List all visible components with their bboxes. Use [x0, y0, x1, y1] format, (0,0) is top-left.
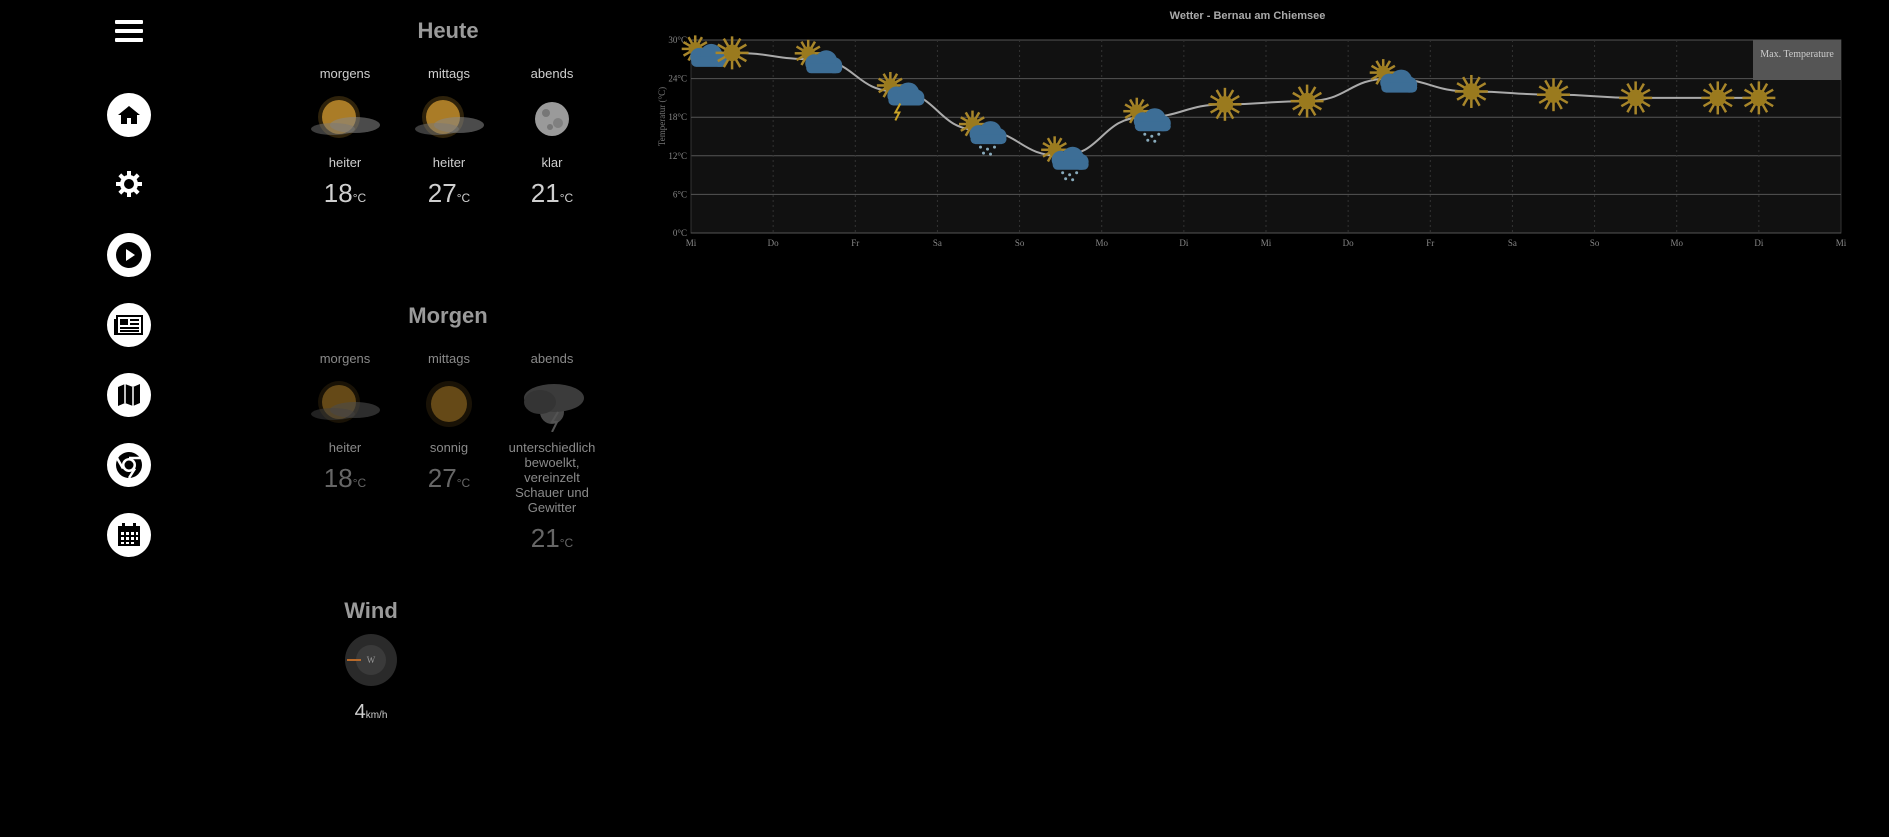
sun-icon	[1742, 81, 1776, 115]
temperature: 27°C	[427, 178, 471, 208]
x-tick-label: Mi	[686, 238, 697, 248]
sun-icon	[1537, 78, 1570, 112]
x-tick-label: Mo	[1670, 238, 1683, 248]
weather-description: heiter	[328, 155, 362, 170]
thunderstorm-icon	[876, 71, 925, 121]
y-tick-label: 18°C	[668, 112, 687, 122]
temperature: 27°C	[427, 463, 471, 493]
chart-svg: 0°C 6°C 12°C 18°C 24°C 30°C Mi Do Fr Sa So Mo Di Mi Do…	[657, 35, 1847, 248]
hamburger-icon[interactable]	[115, 20, 143, 44]
x-tick-label: Mi	[1836, 238, 1847, 248]
settings-button[interactable]	[107, 162, 151, 206]
sun-icon	[1619, 81, 1653, 115]
x-tick-label: Di	[1179, 238, 1188, 248]
partly-sunny-icon	[305, 376, 385, 432]
period-label: abends	[530, 351, 574, 366]
weather-description: heiter	[432, 155, 466, 170]
night-thunderstorm-icon	[512, 376, 592, 433]
temperature: 21°C	[530, 178, 574, 208]
period-label: mittags	[428, 351, 470, 366]
legend-box	[1753, 40, 1841, 80]
x-tick-label: Fr	[851, 238, 859, 248]
x-tick-label: So	[1015, 238, 1025, 248]
news-button[interactable]	[107, 303, 151, 347]
gear-icon	[116, 171, 142, 197]
x-tick-label: Do	[768, 238, 779, 248]
wind-direction: W	[367, 655, 376, 665]
temperature: 18°C	[323, 178, 367, 208]
period-label: morgens	[319, 66, 371, 81]
x-tick-label: So	[1590, 238, 1600, 248]
map-button[interactable]	[107, 373, 151, 417]
period-label: mittags	[428, 66, 470, 81]
x-tick-label: Do	[1343, 238, 1354, 248]
today-evening: abends klar 21°C	[502, 66, 602, 209]
rain-icon	[1123, 97, 1171, 143]
today-midday: mittags heiter 27°C	[399, 66, 499, 209]
tomorrow-evening: abends unterschiedlich bewoelkt, vereinz…	[502, 351, 602, 554]
browser-button[interactable]	[107, 443, 151, 487]
x-tick-label: Mo	[1095, 238, 1108, 248]
rain-icon	[959, 110, 1007, 156]
moon-icon	[512, 91, 592, 147]
wind-title: Wind	[344, 598, 398, 623]
partly-sunny-icon	[305, 91, 385, 147]
sun-icon	[1208, 87, 1242, 121]
partly-cloudy-icon	[794, 39, 843, 74]
y-axis-label: Temperatur (°C)	[657, 87, 667, 146]
sun-icon	[1701, 81, 1735, 115]
x-tick-label: Fr	[1426, 238, 1434, 248]
chart-title: Wetter - Bernau am Chiemsee	[1169, 10, 1326, 22]
play-icon	[116, 242, 142, 268]
map-icon	[118, 384, 140, 406]
y-tick-label: 12°C	[668, 151, 687, 161]
legend-label: Max. Temperature	[1760, 49, 1834, 60]
temperature: 18°C	[323, 463, 367, 493]
y-tick-label: 30°C	[668, 35, 687, 45]
calendar-icon	[118, 523, 140, 546]
x-tick-label: Sa	[1508, 238, 1517, 248]
play-button[interactable]	[107, 233, 151, 277]
wind-widget: Wind W 4km/h	[321, 598, 421, 724]
weather-description: unterschiedlich bewoelkt, vereinzelt Sch…	[508, 440, 596, 515]
period-label: abends	[530, 66, 574, 81]
y-tick-label: 0°C	[673, 228, 687, 238]
sidebar	[0, 0, 260, 837]
x-tick-label: Mi	[1261, 238, 1272, 248]
rain-icon	[1041, 136, 1089, 182]
today-title: Heute	[417, 18, 479, 43]
weather-chart: Wetter - Bernau am Chiemsee 0°C 6°C 12°C 18…	[655, 0, 1855, 270]
weather-description: heiter	[328, 440, 362, 455]
weather-description: sonnig	[429, 440, 469, 455]
home-icon	[118, 106, 140, 124]
sun-icon	[409, 376, 489, 432]
period-label: morgens	[319, 351, 371, 366]
x-tick-label: Sa	[933, 238, 942, 248]
x-tick-label: Di	[1754, 238, 1763, 248]
sun-icon	[715, 36, 749, 70]
calendar-button[interactable]	[107, 513, 151, 557]
today-morning: morgens heiter 18°C	[295, 66, 395, 209]
tomorrow-midday: mittags sonnig 27°C	[399, 351, 499, 494]
chrome-icon	[115, 452, 142, 479]
tomorrow-morning: morgens heiter 18°C	[295, 351, 395, 494]
sun-icon	[1454, 74, 1488, 108]
home-button[interactable]	[107, 93, 151, 137]
y-tick-label: 24°C	[668, 74, 687, 84]
temperature: 21°C	[530, 523, 574, 553]
tomorrow-title: Morgen	[408, 303, 488, 328]
newspaper-icon	[114, 315, 143, 335]
partly-sunny-icon	[409, 91, 489, 147]
sun-icon	[1290, 84, 1324, 118]
compass-icon: W	[345, 634, 397, 686]
partly-cloudy-icon	[1369, 59, 1418, 93]
weather-description: klar	[541, 155, 563, 170]
wind-speed: 4km/h	[354, 701, 388, 723]
y-tick-label: 6°C	[673, 189, 687, 199]
